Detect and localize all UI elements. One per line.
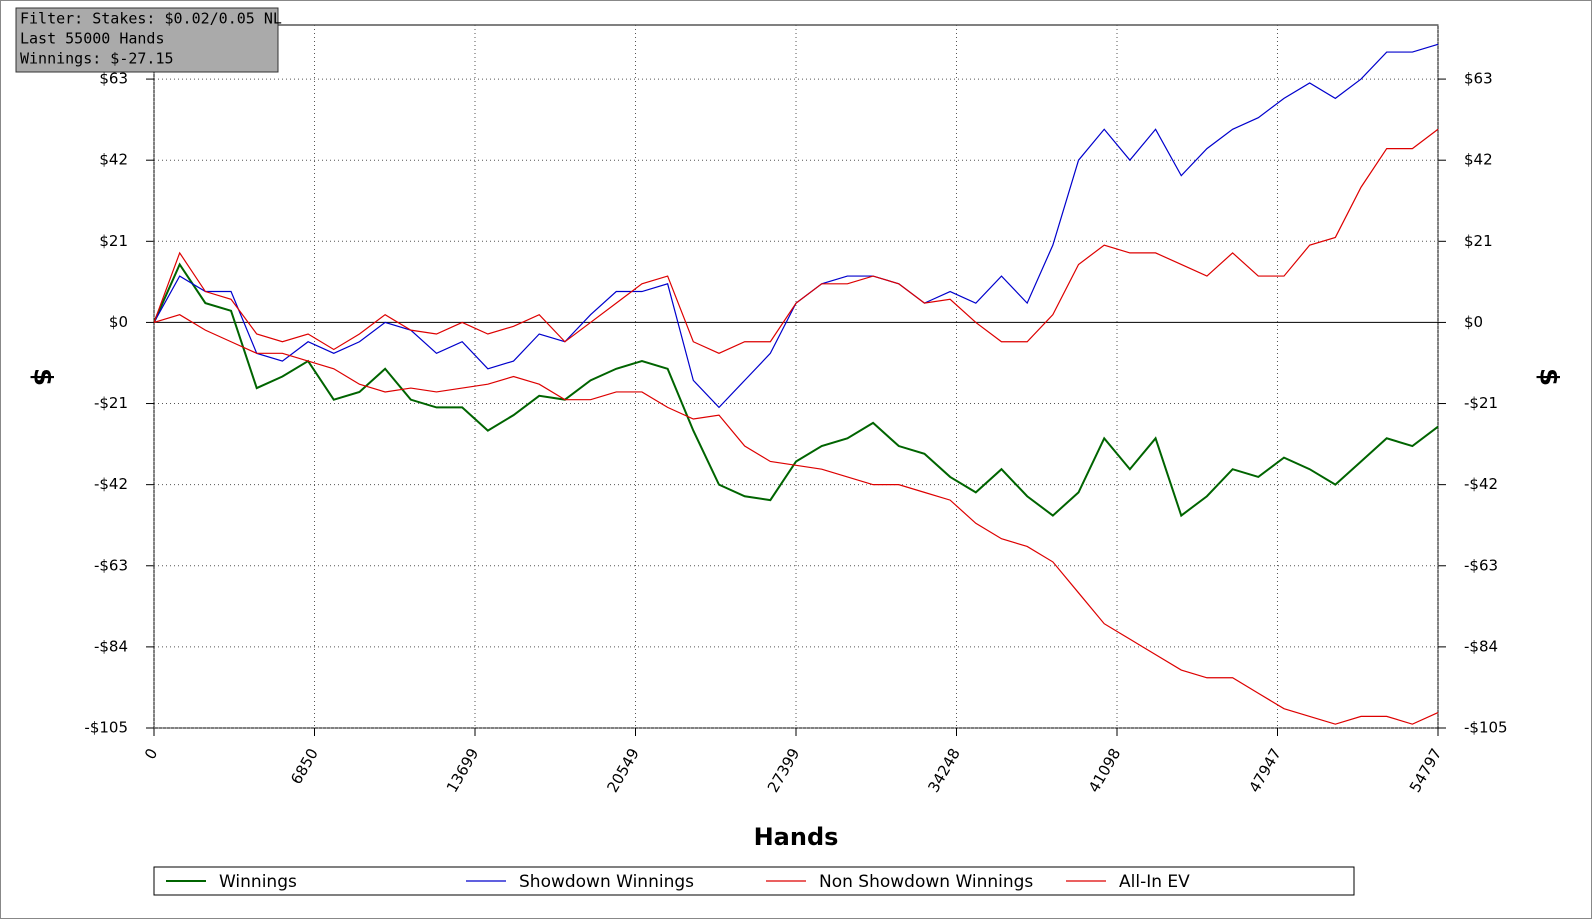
- y-tick-label: -$63: [94, 556, 128, 574]
- y2-tick-label: $21: [1464, 232, 1493, 250]
- y-tick-label: $0: [109, 313, 128, 331]
- y2-tick-label: -$42: [1464, 475, 1498, 493]
- info-box: Filter: Stakes: $0.02/0.05 NL Last 55000 …: [15, 7, 282, 73]
- legend-box: [153, 866, 1355, 896]
- y-tick-label: $63: [99, 70, 128, 88]
- y2-tick-label: $63: [1464, 70, 1493, 88]
- y2-tick-label: -$63: [1464, 556, 1498, 574]
- y-tick-label: -$84: [94, 637, 128, 655]
- info-line: Filter: Stakes: $0.02/0.05 NL: [20, 10, 282, 28]
- info-box-bg: [15, 7, 279, 73]
- info-line: Winnings: $-27.15: [20, 50, 174, 68]
- legend-label: Showdown Winnings: [519, 872, 694, 892]
- y-tick-label: -$21: [94, 394, 128, 412]
- y2-tick-label: -$21: [1464, 394, 1498, 412]
- legend-label: Winnings: [219, 872, 297, 892]
- y-tick-label: -$42: [94, 475, 128, 493]
- legend-label: All-In EV: [1119, 872, 1190, 892]
- y-axis-title: $: [28, 368, 58, 386]
- x-axis-title: Hands: [754, 823, 839, 851]
- y2-tick-label: -$105: [1464, 719, 1508, 737]
- y-tick-label: $21: [99, 232, 128, 250]
- series-line: [153, 314, 1439, 725]
- y2-axis-title: $: [1534, 368, 1564, 386]
- y-tick-label: $42: [99, 151, 128, 169]
- series-line: [153, 128, 1439, 354]
- info-line: Last 55000 Hands: [20, 30, 165, 48]
- legend-label: Non Showdown Winnings: [819, 872, 1033, 892]
- y-tick-label: -$105: [84, 719, 128, 737]
- series-line: [153, 262, 1439, 518]
- y2-tick-label: $42: [1464, 151, 1493, 169]
- y2-tick-label: -$84: [1464, 637, 1498, 655]
- y2-tick-label: $0: [1464, 313, 1483, 331]
